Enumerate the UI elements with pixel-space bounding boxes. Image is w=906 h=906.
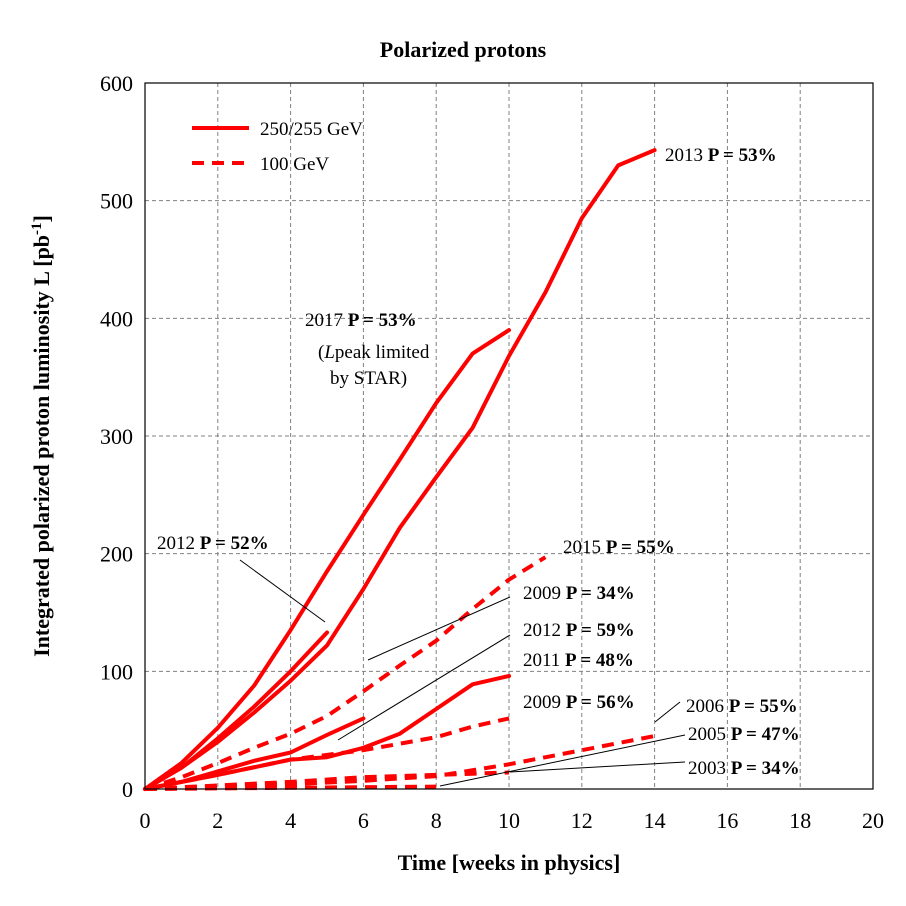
annotations: 2013 P = 53%2017 P = 53%(Lpeak limitedby… (157, 145, 800, 779)
x-tick-label: 4 (285, 808, 296, 833)
annotation-note-line2: by STAR) (330, 368, 407, 389)
annotation-year: 2005 (688, 724, 731, 745)
annotation-year: 2009 (523, 692, 566, 713)
annotation-year: 2012 (523, 620, 566, 641)
x-axis-title: Time [weeks in physics] (398, 850, 621, 875)
annotation-year: 2017 (305, 310, 348, 331)
x-tick-label: 0 (140, 808, 151, 833)
annotation-polarization: P = 55% (606, 537, 675, 558)
annotation-year: 2011 (523, 650, 565, 671)
y-tick-label: 100 (100, 659, 133, 684)
x-tick-label: 14 (644, 808, 666, 833)
annotation-leader (439, 734, 686, 787)
annotation-polarization: P = 34% (566, 583, 635, 604)
x-tick-label: 20 (862, 808, 884, 833)
x-tick-label: 18 (789, 808, 811, 833)
annotation-leader (509, 761, 686, 773)
annotation-leader (337, 634, 511, 741)
annotation-note-rest: peak limited (335, 342, 430, 363)
annotation-polarization: P = 52% (200, 533, 269, 554)
annotation-leaders (239, 559, 686, 787)
series-line-2 (143, 328, 511, 791)
annotation-note-line1: (Lpeak limited (318, 342, 430, 363)
annotation-5: 2009 P = 34% (523, 583, 635, 604)
annotation-6: 2012 P = 59% (523, 620, 635, 641)
annotation-11: 2003 P = 34% (688, 758, 800, 779)
series-line-1 (143, 148, 657, 791)
annotation-3: 2012 P = 52% (157, 533, 269, 554)
annotation-polarization: P = 55% (729, 696, 798, 717)
y-tick-label: 500 (100, 189, 133, 214)
annotation-7: 2011 P = 48% (523, 650, 634, 671)
annotation-leader (239, 559, 326, 623)
series-line-5 (143, 716, 366, 791)
annotation-year: 2015 (563, 537, 606, 558)
grid (145, 83, 873, 789)
y-axis-title-end: ] (29, 215, 54, 222)
x-tick-label: 16 (716, 808, 738, 833)
annotation-polarization: P = 53% (708, 145, 777, 166)
annotation-4: 2015 P = 55% (563, 537, 675, 558)
annotation-year: 2003 (688, 758, 731, 779)
y-tick-label: 200 (100, 542, 133, 567)
plot-frame (144, 82, 874, 790)
annotation-8: 2009 P = 56% (523, 692, 635, 713)
y-axis-title-sup: -1 (29, 222, 45, 235)
annotation-9: 2006 P = 55% (686, 696, 798, 717)
y-tick-label: 0 (122, 777, 133, 802)
x-tick-label: 8 (431, 808, 442, 833)
legend-label-solid: 250/255 GeV (260, 119, 363, 140)
annotation-1: 2013 P = 53% (665, 145, 777, 166)
annotation-year: 2006 (686, 696, 729, 717)
legend-label-dashed: 100 GeV (260, 154, 329, 175)
annotation-polarization: P = 47% (731, 724, 800, 745)
y-axis-title-main: Integrated polarized proton luminosity L… (29, 235, 54, 657)
annotation-note-open: ( (318, 342, 324, 363)
y-axis-title: Integrated polarized proton luminosity L… (29, 215, 54, 657)
annotation-polarization: P = 56% (566, 692, 635, 713)
annotation-polarization: P = 34% (731, 758, 800, 779)
series-line-3 (143, 630, 329, 791)
legend: 250/255 GeV 100 GeV (192, 119, 363, 175)
y-tick-label: 400 (100, 306, 133, 331)
series-line-4 (143, 674, 511, 791)
series-line-7 (144, 716, 510, 791)
annotation-note-italic: L (323, 342, 335, 363)
annotation-year: 2013 (665, 145, 708, 166)
chart-title: Polarized protons (380, 37, 547, 62)
y-tick-label: 600 (100, 71, 133, 96)
x-tick-label: 10 (498, 808, 520, 833)
series-group (143, 148, 657, 791)
annotation-2: 2017 P = 53% (305, 310, 417, 331)
annotation-year: 2009 (523, 583, 566, 604)
x-tick-label: 6 (358, 808, 369, 833)
x-tick-label: 12 (571, 808, 593, 833)
x-tick-label: 2 (212, 808, 223, 833)
annotation-10: 2005 P = 47% (688, 724, 800, 745)
annotation-leader (367, 596, 511, 661)
annotation-polarization: P = 48% (565, 650, 634, 671)
series-line-6 (144, 555, 547, 791)
annotation-year: 2012 (157, 533, 200, 554)
y-tick-label: 300 (100, 424, 133, 449)
annotation-polarization: P = 53% (348, 310, 417, 331)
annotation-leader (654, 701, 681, 723)
annotation-polarization: P = 59% (566, 620, 635, 641)
